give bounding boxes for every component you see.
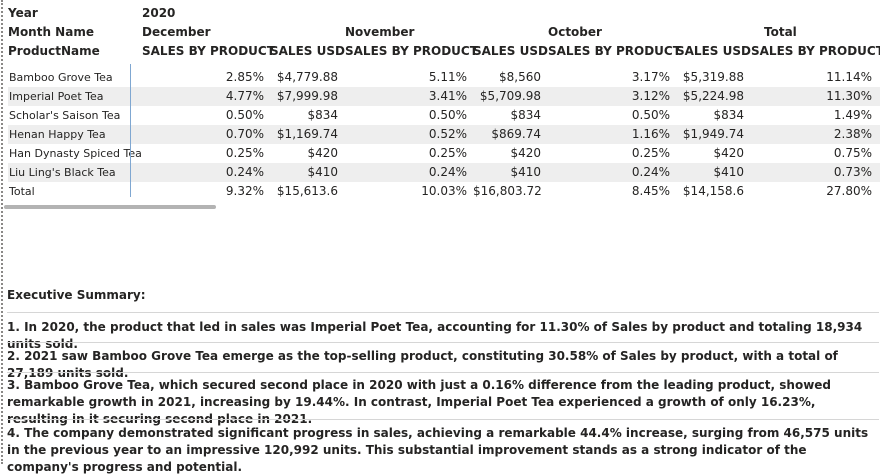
value-cell[interactable]: $5,319.88 [682,70,744,84]
table-row[interactable]: Han Dynasty Spiced Tea 0.25% $420 0.25% $420… [8,144,880,163]
value-cell[interactable]: $410 [307,165,338,179]
value-cell[interactable]: $7,999.98 [276,89,338,103]
horizontal-scrollbar[interactable] [4,205,216,209]
summary-divider [7,372,879,373]
value-cell[interactable]: 11.30% [826,89,872,103]
value-cell[interactable]: 1.49% [833,108,872,122]
value-cell[interactable]: $1,169.74 [276,127,338,141]
value-cell[interactable]: 3.17% [631,70,670,84]
year-label[interactable]: Year [8,6,38,20]
value-cell[interactable]: $5,224.98 [682,89,744,103]
value-cell[interactable]: $834 [713,108,744,122]
value-cell[interactable]: 1.16% [631,127,670,141]
summary-paragraph-4: 4. The company demonstrated significant … [7,426,869,474]
month-label[interactable]: Month Name [8,25,94,39]
value-cell[interactable]: $5,709.98 [479,89,541,103]
col-header-dec-sales-by-product[interactable]: SALES BY PRODUCT [142,44,275,58]
value-cell[interactable]: 0.70% [225,127,264,141]
value-cell[interactable]: 10.03% [421,184,467,198]
value-cell[interactable]: $410 [713,165,744,179]
table-row[interactable]: Imperial Poet Tea 4.77% $7,999.98 3.41% $5,7… [8,87,880,106]
table-row[interactable]: Liu Ling's Black Tea 0.24% $410 0.24% $410 0.… [8,163,880,182]
value-cell[interactable]: $4,779.88 [276,70,338,84]
summary-divider [7,312,879,313]
value-cell[interactable]: 0.25% [225,146,264,160]
value-cell[interactable]: 0.24% [225,165,264,179]
value-cell[interactable]: 9.32% [225,184,264,198]
table-row[interactable]: Henan Happy Tea 0.70% $1,169.74 0.52% $869.7… [8,125,880,144]
col-header-total-sales-by-product[interactable]: SALES BY PRODUCT [751,44,880,58]
table-row[interactable]: Bamboo Grove Tea 2.85% $4,779.88 5.11% $8,56… [8,68,880,87]
table-row[interactable]: Scholar's Saison Tea 0.50% $834 0.50% $834 0.… [8,106,880,125]
value-cell[interactable]: $869.74 [491,127,541,141]
value-cell[interactable]: $420 [510,146,541,160]
value-cell[interactable]: $15,613.6 [276,184,338,198]
summary-paragraph-3: 3. Bamboo Grove Tea, which secured secon… [7,378,832,426]
product-name-cell[interactable]: Scholar's Saison Tea [9,109,121,122]
value-cell[interactable]: $834 [510,108,541,122]
value-cell[interactable]: 2.85% [225,70,264,84]
summary-paragraph-1: 1. In 2020, the product that led in sale… [7,320,863,351]
col-header-oct-sales-usd[interactable]: SALES USD [676,44,751,58]
value-cell[interactable]: 4.77% [225,89,264,103]
product-name-cell[interactable]: Han Dynasty Spiced Tea [9,147,142,160]
value-cell[interactable]: 0.50% [225,108,264,122]
value-cell[interactable]: 11.14% [826,70,872,84]
col-header-nov-sales-usd[interactable]: SALES USD [473,44,548,58]
value-cell[interactable]: 0.50% [428,108,467,122]
product-label[interactable]: ProductName [8,44,100,58]
value-cell[interactable]: 2.38% [833,127,872,141]
value-cell[interactable]: 0.73% [833,165,872,179]
value-cell[interactable]: $410 [510,165,541,179]
value-cell[interactable]: $420 [307,146,338,160]
summary-title: Executive Summary: [7,288,146,302]
total-column-label[interactable]: Total [764,25,797,39]
value-cell[interactable]: $834 [307,108,338,122]
col-header-dec-sales-usd[interactable]: SALES USD [270,44,345,58]
col-header-oct-sales-by-product[interactable]: SALES BY PRODUCT [548,44,681,58]
value-cell[interactable]: $14,158.6 [682,184,744,198]
summary-paragraph-2: 2. 2021 saw Bamboo Grove Tea emerge as t… [7,349,838,380]
row-header-divider [130,64,131,197]
summary-divider [7,342,879,343]
col-header-nov-sales-by-product[interactable]: SALES BY PRODUCT [345,44,478,58]
value-cell[interactable]: 3.12% [631,89,670,103]
value-cell[interactable]: 0.24% [428,165,467,179]
value-cell[interactable]: 0.50% [631,108,670,122]
product-name-cell[interactable]: Henan Happy Tea [9,128,106,141]
month-november[interactable]: November [345,25,415,39]
month-december[interactable]: December [142,25,211,39]
value-cell[interactable]: 5.11% [428,70,467,84]
value-cell[interactable]: 3.41% [428,89,467,103]
value-cell[interactable]: 8.45% [631,184,670,198]
value-cell[interactable]: 0.75% [833,146,872,160]
year-value[interactable]: 2020 [142,6,176,20]
total-row[interactable]: Total 9.32% $15,613.6 10.03% $16,803.72 8.45%… [8,182,880,201]
value-cell[interactable]: 0.25% [428,146,467,160]
month-october[interactable]: October [548,25,602,39]
value-cell[interactable]: 0.24% [631,165,670,179]
value-cell[interactable]: 27.80% [826,184,872,198]
visual-border [1,0,3,464]
product-name-cell[interactable]: Bamboo Grove Tea [9,71,113,84]
value-cell[interactable]: $16,803.72 [473,184,542,198]
value-cell[interactable]: $420 [713,146,744,160]
value-cell[interactable]: 0.52% [428,127,467,141]
product-name-cell[interactable]: Liu Ling's Black Tea [9,166,116,179]
value-cell[interactable]: 0.25% [631,146,670,160]
summary-divider [7,419,879,420]
value-cell[interactable]: $8,560 [499,70,541,84]
value-cell[interactable]: $1,949.74 [682,127,744,141]
product-name-cell[interactable]: Total [9,185,35,198]
product-name-cell[interactable]: Imperial Poet Tea [9,90,104,103]
